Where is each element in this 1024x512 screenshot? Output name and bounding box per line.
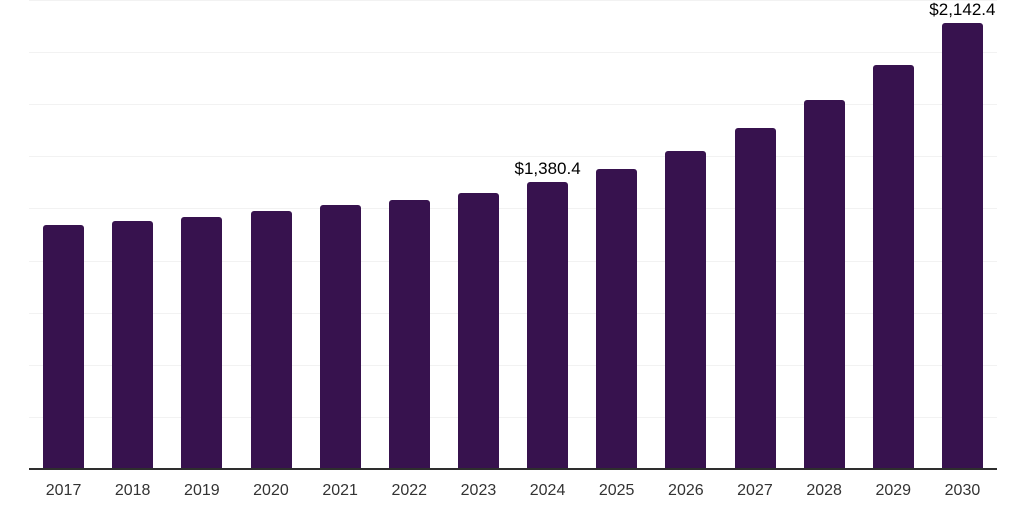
x-tick-label-2019: 2019 — [184, 482, 220, 499]
bar-2021 — [319, 205, 361, 470]
bar-2018 — [112, 221, 154, 470]
x-tick-label-2018: 2018 — [114, 482, 151, 499]
x-tick-label-2022: 2022 — [391, 482, 428, 499]
x-tick-label-2025: 2025 — [598, 482, 635, 499]
bar-2024 — [527, 182, 569, 470]
x-tick-label-2028: 2028 — [806, 482, 842, 499]
bar-2019 — [181, 217, 223, 470]
bar-2025 — [596, 169, 638, 470]
gridline — [29, 260, 997, 262]
data-label-2024: $1,380.4 — [514, 159, 581, 179]
bar-2029 — [872, 65, 914, 470]
data-label-2030: $2,142.4 — [929, 0, 996, 20]
bar-2026 — [665, 151, 707, 470]
gridline — [29, 156, 997, 158]
bar-2017 — [43, 225, 85, 470]
x-axis-line — [29, 468, 997, 470]
gridline — [29, 0, 997, 1]
bar-2023 — [457, 193, 499, 470]
bar-2020 — [250, 211, 292, 470]
bar-2027 — [734, 127, 776, 470]
x-tick-label-2024: 2024 — [529, 482, 566, 499]
x-tick-label-2023: 2023 — [460, 482, 497, 499]
gridline — [29, 52, 997, 54]
plot-area: $1,380.4 $2,142.4 — [29, 0, 997, 470]
x-tick-label-2029: 2029 — [875, 482, 912, 499]
x-tick-label-2021: 2021 — [322, 482, 358, 499]
x-tick-label-2027: 2027 — [737, 482, 773, 499]
gridline — [29, 208, 997, 210]
x-tick-label-2017: 2017 — [45, 482, 82, 499]
gridline — [29, 104, 997, 106]
x-tick-label-2020: 2020 — [253, 482, 289, 499]
bar-2030 — [941, 23, 983, 470]
bar-2022 — [388, 200, 430, 470]
gridline — [29, 416, 997, 418]
x-axis-labels: 2017 2018 2019 2020 2021 2022 2023 2024 2025 2026… — [29, 481, 997, 503]
gridline — [29, 312, 997, 314]
x-tick-label-2030: 2030 — [944, 482, 981, 499]
bar-2028 — [803, 99, 845, 470]
gridline — [29, 364, 997, 366]
x-tick-label-2026: 2026 — [668, 482, 704, 499]
